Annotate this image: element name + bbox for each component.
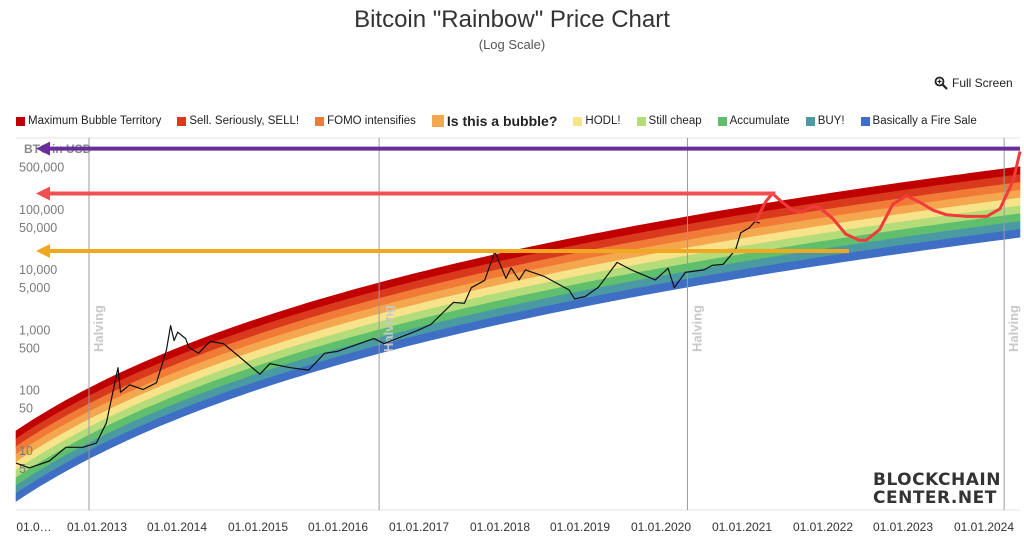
legend-item[interactable]: BUY! [805, 115, 845, 127]
legend-swatch [860, 116, 870, 126]
x-tick-label: 01.0… [16, 520, 51, 534]
y-tick-label: 100,000 [19, 203, 64, 217]
full-screen-button[interactable]: Full Screen [934, 71, 1018, 95]
legend-label: Accumulate [729, 115, 790, 127]
legend-swatch [805, 116, 815, 126]
legend-swatch [573, 116, 583, 126]
y-tick-label: 500,000 [19, 161, 64, 175]
y-tick-label: 5 [19, 462, 26, 476]
legend-item[interactable]: Sell. Seriously, SELL! [177, 115, 299, 127]
x-tick-label: 01.01.2015 [228, 520, 288, 534]
y-tick-label: 100 [19, 384, 40, 398]
halving-label: Halving [91, 305, 106, 352]
x-tick-label: 01.01.2016 [308, 520, 368, 534]
x-tick-label: 01.01.2023 [873, 520, 933, 534]
rainbow-band [15, 229, 1021, 502]
price-line [15, 221, 760, 469]
legend-swatch [16, 116, 25, 126]
legend-item[interactable]: Basically a Fire Sale [860, 115, 977, 127]
full-screen-label: Full Screen [952, 76, 1013, 90]
x-tick-label: 01.01.2024 [954, 520, 1014, 534]
x-tick-label: 01.01.2020 [631, 520, 691, 534]
legend-swatch [717, 116, 727, 126]
legend-label: Is this a bubble? [446, 113, 558, 129]
legend-swatch [315, 116, 325, 126]
legend-label: Still cheap [648, 115, 702, 127]
annotation-arrow-head [36, 243, 51, 258]
legend-item[interactable]: FOMO intensifies [315, 115, 416, 127]
legend-item[interactable]: HODL! [573, 115, 621, 127]
legend-label: Maximum Bubble Territory [28, 115, 162, 127]
y-tick-label: 5,000 [19, 281, 50, 295]
legend-label: BUY! [817, 115, 845, 127]
legend-swatch [431, 115, 444, 127]
halving-label: Halving [381, 305, 396, 352]
y-tick-label: 500 [19, 341, 40, 355]
legend-swatch [177, 116, 187, 126]
legend-label: Basically a Fire Sale [872, 115, 977, 127]
y-tick-label: 50 [19, 402, 33, 416]
x-tick-label: 01.01.2018 [470, 520, 530, 534]
projection-line [753, 151, 1022, 242]
y-tick-label: 50,000 [19, 221, 57, 235]
chart-title: Bitcoin "Rainbow" Price Chart [354, 6, 670, 33]
halving-label: Halving [1006, 305, 1021, 352]
x-tick-label: 01.01.2017 [389, 520, 449, 534]
x-tick-label: 01.01.2014 [147, 520, 207, 534]
legend-label: Sell. Seriously, SELL! [189, 115, 300, 127]
legend-item[interactable]: Still cheap [636, 115, 702, 127]
legend-label: HODL! [585, 115, 621, 127]
x-tick-label: 01.01.2013 [67, 520, 127, 534]
legend: Maximum Bubble Territory Sell. Seriously,… [16, 110, 1024, 132]
y-tick-label: 1,000 [19, 323, 50, 337]
brand-line1: BLOCKCHAIN [873, 470, 1001, 490]
legend-item[interactable]: Maximum Bubble Territory [16, 115, 161, 127]
chart-subtitle: (Log Scale) [478, 37, 546, 52]
annotation-arrow-head [36, 186, 51, 201]
legend-item[interactable]: Is this a bubble? [431, 113, 558, 129]
y-tick-label: 10 [19, 444, 33, 458]
x-tick-label: 01.01.2021 [712, 520, 772, 534]
legend-label: FOMO intensifies [327, 115, 416, 127]
annotation-arrow-head [36, 141, 51, 156]
x-tick-label: 01.01.2022 [793, 520, 853, 534]
halving-label: Halving [689, 305, 704, 352]
brand-line2: CENTER.NET [873, 488, 997, 508]
legend-item[interactable]: Accumulate [717, 115, 790, 127]
x-tick-label: 01.01.2019 [550, 520, 610, 534]
legend-swatch [636, 116, 646, 126]
zoom-icon [934, 76, 948, 90]
y-tick-label: 10,000 [19, 263, 57, 277]
brand-logo: BLOCKCHAIN CENTER.NET [873, 471, 1001, 507]
